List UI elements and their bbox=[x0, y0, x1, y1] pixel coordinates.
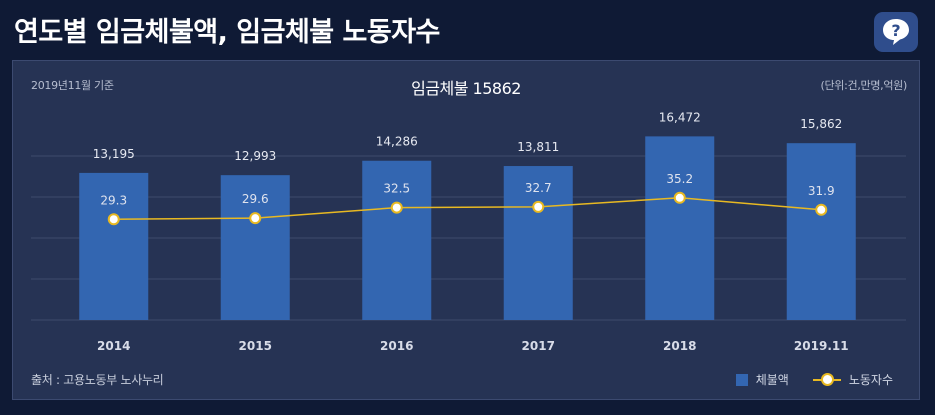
line-point-2018 bbox=[673, 191, 686, 204]
page-title: 연도별 임금체불액, 임금체불 노동자수 bbox=[14, 17, 440, 48]
legend-line-label: 노동자수 bbox=[848, 373, 893, 387]
svg-text:?: ? bbox=[891, 21, 900, 40]
line-point-2015 bbox=[249, 212, 262, 225]
chart-panel: 2019년11월 기준 임금체불 15862 (단위:건,만명,억원) 13,1… bbox=[12, 60, 920, 400]
line-point-2016 bbox=[390, 201, 403, 214]
x-tick-label: 2017 bbox=[522, 339, 555, 353]
help-button[interactable]: ? bbox=[874, 12, 918, 52]
bar-2015 bbox=[220, 175, 290, 320]
line-value-label: 29.6 bbox=[242, 192, 269, 206]
legend-line-swatch bbox=[812, 372, 841, 386]
line-point-2014 bbox=[107, 213, 120, 226]
bar-2016 bbox=[362, 160, 432, 320]
bar-value-label: 15,862 bbox=[800, 117, 842, 131]
x-tick-label: 2015 bbox=[239, 339, 272, 353]
question-bubble-icon: ? bbox=[883, 19, 909, 45]
line-point-2017 bbox=[532, 200, 545, 213]
bar-value-label: 12,993 bbox=[234, 149, 276, 163]
bar-value-label: 16,472 bbox=[659, 110, 701, 124]
bar-value-label: 14,286 bbox=[376, 135, 418, 149]
base-date-note: 2019년11월 기준 bbox=[31, 79, 114, 92]
unit-note: (단위:건,만명,억원) bbox=[820, 79, 907, 92]
x-tick-label: 2016 bbox=[380, 339, 413, 353]
bar-value-label: 13,811 bbox=[517, 140, 559, 154]
legend-item-line[interactable]: 노동자수 bbox=[789, 371, 893, 388]
bar-2017 bbox=[503, 166, 573, 320]
line-value-label: 35.2 bbox=[666, 172, 693, 186]
chart-title: 임금체불 15862 bbox=[411, 79, 521, 98]
x-tick-label: 2018 bbox=[663, 339, 696, 353]
source-note: 출처 : 고용노동부 노사누리 bbox=[31, 373, 164, 387]
line-value-label: 31.9 bbox=[808, 184, 835, 198]
combo-chart: 13,195 2014 12,993 2015 14,286 2016 13,811 2017… bbox=[31, 110, 906, 353]
legend-item-bar[interactable]: 체불액 bbox=[735, 371, 789, 388]
bar-2018 bbox=[645, 136, 715, 320]
chart-legend: 체불액 노동자수 bbox=[735, 371, 893, 388]
x-tick-label: 2019.11 bbox=[794, 339, 849, 353]
line-value-label: 32.7 bbox=[525, 181, 552, 195]
legend-bar-swatch bbox=[735, 373, 748, 386]
line-value-label: 29.3 bbox=[100, 193, 127, 207]
x-tick-label: 2014 bbox=[97, 339, 130, 353]
line-point-2019.11 bbox=[815, 203, 828, 216]
line-value-label: 32.5 bbox=[383, 182, 410, 196]
line-series-workers bbox=[113, 197, 822, 221]
bar-2014 bbox=[79, 172, 149, 320]
legend-bar-label: 체불액 bbox=[755, 373, 789, 387]
bar-value-label: 13,195 bbox=[93, 147, 135, 161]
bar-2019.11 bbox=[786, 143, 856, 320]
